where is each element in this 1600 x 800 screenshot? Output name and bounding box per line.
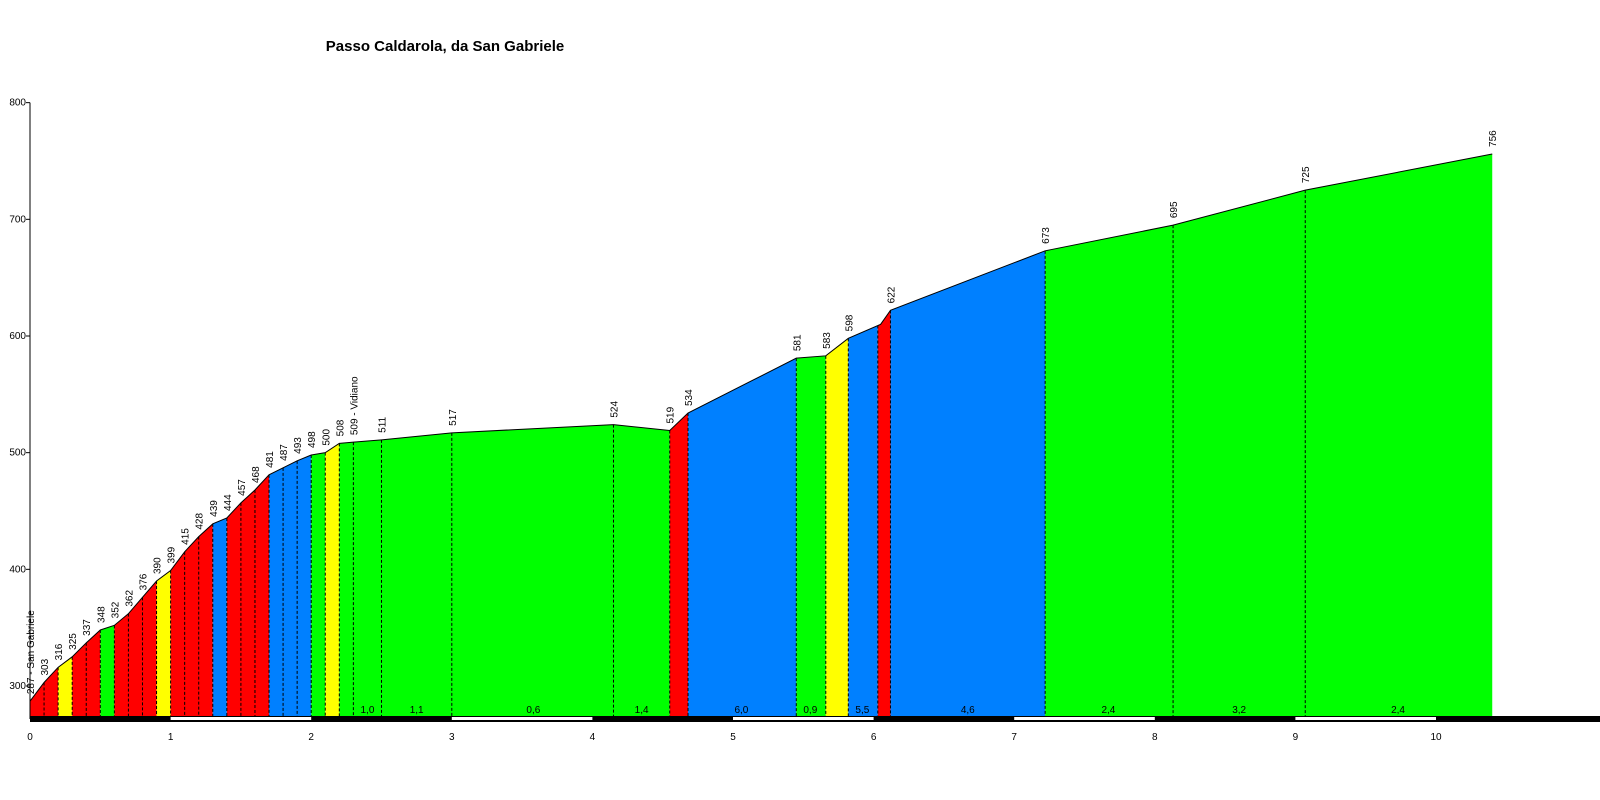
profile-segment: [156, 570, 171, 716]
elevation-label: 517: [448, 409, 459, 426]
gradient-label: 0,6: [526, 705, 540, 716]
gradient-label: 5,5: [855, 705, 869, 716]
profile-segment: [825, 338, 849, 716]
gradient-label: 3,2: [1232, 705, 1246, 716]
elevation-label: 399: [167, 546, 178, 563]
elevation-label: 428: [195, 513, 206, 530]
x-tick-label: 7: [1011, 732, 1017, 743]
x-tick-label: 6: [871, 732, 877, 743]
elevation-label: 444: [223, 494, 234, 511]
elevation-label: 511: [378, 416, 389, 432]
profile-segment: [58, 656, 73, 716]
elevation-label: 390: [153, 557, 164, 574]
elevation-label: 500: [321, 429, 332, 446]
gradient-label: 1,0: [360, 705, 374, 716]
profile-segment: [848, 325, 878, 716]
profile-segment: [688, 358, 797, 716]
elevation-label: 725: [1301, 166, 1312, 183]
gradient-label: 6,0: [734, 705, 748, 716]
x-tick-label: 4: [590, 732, 596, 743]
elevation-label: 493: [293, 437, 304, 454]
elevation-label: 348: [96, 606, 107, 623]
profile-segment: [890, 250, 1046, 716]
y-tick-label: 500: [9, 448, 26, 459]
profile-segment: [100, 625, 115, 716]
elevation-label: 468: [251, 466, 262, 483]
profile-segment: [269, 454, 312, 716]
elevation-label: 439: [209, 500, 220, 517]
profile-segment: [877, 310, 891, 716]
elevation-label: 362: [124, 590, 135, 607]
elevation-label: 673: [1041, 227, 1052, 244]
x-tick-label: 3: [449, 732, 455, 743]
elevation-label: 498: [307, 431, 318, 448]
x-tick-label: 10: [1430, 732, 1442, 743]
y-tick-label: 400: [9, 564, 26, 575]
km-bar-segment: [1014, 717, 1155, 720]
profile-segment: [30, 667, 59, 716]
km-bar-segment: [733, 717, 874, 720]
gradient-label: 1,4: [635, 705, 649, 716]
profile-segment: [226, 474, 270, 716]
y-tick-label: 700: [9, 214, 26, 225]
profile-outline: [29, 153, 1493, 702]
elevation-label: 352: [110, 601, 121, 618]
gradient-label: 4,6: [961, 705, 975, 716]
elevation-label: 524: [609, 401, 620, 418]
elevation-label: 316: [54, 643, 65, 660]
elevation-label: 756: [1488, 130, 1499, 147]
y-tick-label: 600: [9, 331, 26, 342]
x-tick-label: 0: [27, 732, 33, 743]
elevation-label: 325: [68, 633, 79, 650]
elevation-label: 581: [792, 334, 803, 351]
elevation-label: 519: [666, 406, 677, 423]
x-tick-label: 1: [168, 732, 174, 743]
gradient-label: 0,9: [803, 705, 817, 716]
km-bar-segment: [170, 717, 312, 720]
profile-segment: [339, 424, 670, 716]
x-tick-label: 2: [308, 732, 314, 743]
elevation-label: 695: [1169, 201, 1180, 218]
elevation-label: 598: [844, 314, 855, 331]
profile-segment: [669, 412, 689, 716]
elevation-label: 534: [684, 389, 695, 406]
elevation-label: 303: [40, 658, 51, 675]
elevation-label: 287 - San Gabriele: [26, 610, 37, 694]
y-tick-label: 300: [9, 681, 26, 692]
elevation-label: 622: [886, 286, 897, 303]
elevation-label: 415: [181, 528, 192, 545]
km-bar-segment: [1295, 717, 1436, 720]
elevation-label: 583: [822, 332, 833, 349]
elevation-label: 376: [138, 573, 149, 590]
gradient-label: 2,4: [1101, 705, 1115, 716]
x-tick-label: 9: [1293, 732, 1299, 743]
elevation-label: 509 - Vidiano: [349, 376, 360, 435]
elevation-label: 481: [265, 451, 276, 468]
elevation-label: 457: [237, 479, 248, 496]
x-tick-label: 5: [730, 732, 736, 743]
profile-segment: [796, 355, 826, 716]
profile-segment: [212, 517, 227, 716]
chart-title: Passo Caldarola, da San Gabriele: [325, 38, 565, 55]
profile-segment: [325, 443, 340, 716]
y-tick-label: 800: [9, 98, 26, 109]
elevation-label: 508: [335, 419, 346, 436]
x-tick-label: 8: [1152, 732, 1158, 743]
profile-segment: [170, 523, 213, 716]
elevation-label: 337: [82, 619, 93, 636]
profile-segment: [114, 580, 157, 716]
gradient-label: 2,4: [1391, 705, 1405, 716]
elevation-label: 487: [279, 444, 290, 461]
km-bar-segment: [451, 717, 593, 720]
profile-segment: [311, 452, 326, 716]
gradient-label: 1,1: [410, 705, 424, 716]
profile-segment: [1045, 153, 1493, 716]
